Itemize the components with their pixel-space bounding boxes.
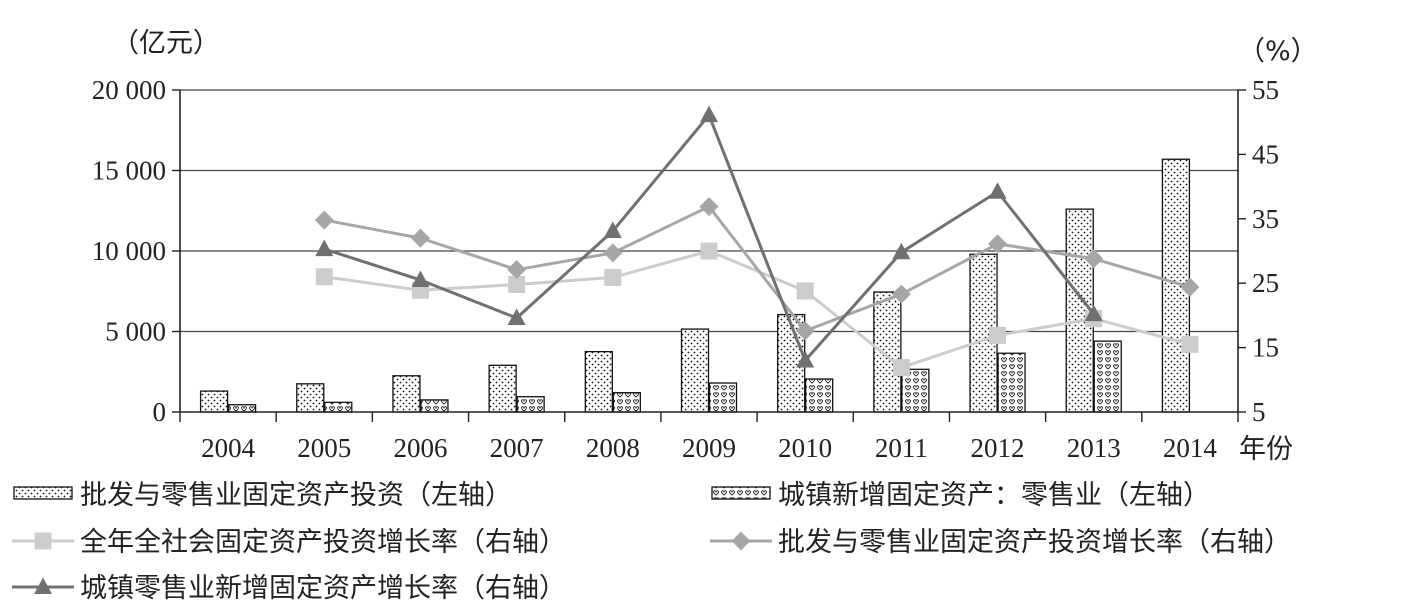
right-tick-label: 55 bbox=[1252, 75, 1279, 105]
legend-swatch bbox=[711, 486, 771, 500]
legend-swatch bbox=[13, 486, 73, 500]
bar-urban-retail-new-assets-2013 bbox=[1093, 340, 1122, 413]
legend-label: 全年全社会固定资产投资增长率（右轴） bbox=[80, 527, 566, 558]
x-tick-label: 2004 bbox=[201, 433, 256, 463]
right-tick-label: 15 bbox=[1252, 333, 1279, 363]
point-urban-retail-growth-2007 bbox=[507, 308, 526, 325]
right-axis-unit: （%） bbox=[1238, 36, 1318, 67]
point-wholesale-retail-growth-2009 bbox=[699, 197, 719, 217]
legend-label: 批发与零售业固定资产投资增长率（右轴） bbox=[778, 527, 1291, 558]
bar-wholesale-retail-investment-2006 bbox=[392, 375, 421, 413]
point-wholesale-retail-growth-2007 bbox=[507, 260, 527, 280]
point-urban-retail-growth-2005 bbox=[315, 239, 334, 257]
x-tick-label: 2006 bbox=[393, 433, 447, 463]
bar-wholesale-retail-investment-2011 bbox=[873, 291, 902, 413]
left-tick-label: 5 000 bbox=[105, 317, 166, 347]
legend-item: 城镇新增固定资产：零售业（左轴） bbox=[711, 480, 1210, 511]
x-tick-label: 2009 bbox=[682, 433, 736, 463]
legend-item: 批发与零售业固定资产投资增长率（右轴） bbox=[710, 527, 1291, 558]
legend-item: 批发与零售业固定资产投资（左轴） bbox=[13, 480, 512, 511]
legend-label: 城镇新增固定资产：零售业（左轴） bbox=[778, 480, 1210, 511]
point-wholesale-retail-growth-2014 bbox=[1180, 277, 1200, 297]
x-axis-unit: 年份 bbox=[1239, 434, 1293, 465]
point-wholesale-retail-growth-2012 bbox=[988, 234, 1008, 254]
legend-swatch-marker bbox=[731, 531, 751, 551]
legend-item: 城镇零售业新增固定资产增长率（右轴） bbox=[12, 573, 566, 604]
left-axis-unit: （亿元） bbox=[112, 28, 220, 59]
point-wholesale-retail-growth-2011 bbox=[891, 284, 911, 304]
bar-urban-retail-new-assets-2006 bbox=[420, 399, 449, 413]
left-tick-label: 20 000 bbox=[92, 75, 166, 105]
point-total-investment-growth-2011 bbox=[892, 359, 910, 377]
right-tick-label: 25 bbox=[1252, 268, 1279, 298]
point-wholesale-retail-growth-2013 bbox=[1084, 249, 1104, 269]
right-tick-label: 5 bbox=[1252, 397, 1266, 427]
x-tick-label: 2008 bbox=[586, 433, 640, 463]
bar-urban-retail-new-assets-2005 bbox=[324, 401, 353, 413]
line-wholesale-retail-growth bbox=[323, 205, 1191, 333]
bar-urban-retail-new-assets-2010 bbox=[805, 378, 834, 413]
point-wholesale-retail-growth-2010 bbox=[795, 321, 815, 341]
point-urban-retail-growth-2010 bbox=[796, 350, 815, 368]
right-tick-label: 45 bbox=[1252, 139, 1279, 169]
left-tick-label: 0 bbox=[153, 397, 167, 427]
bar-wholesale-retail-investment-2009 bbox=[680, 328, 710, 413]
bar-urban-retail-new-assets-2007 bbox=[516, 396, 545, 413]
x-tick-label: 2007 bbox=[490, 433, 544, 463]
legend-item: 全年全社会固定资产投资增长率（右轴） bbox=[12, 527, 566, 558]
point-total-investment-growth-2010 bbox=[796, 282, 814, 300]
x-tick-label: 2010 bbox=[778, 433, 832, 463]
point-urban-retail-growth-2011 bbox=[892, 242, 911, 260]
left-tick-label: 10 000 bbox=[92, 236, 166, 266]
x-tick-label: 2013 bbox=[1067, 433, 1121, 463]
bar-urban-retail-new-assets-2011 bbox=[901, 368, 930, 413]
point-total-investment-growth-2007 bbox=[508, 275, 526, 293]
bar-wholesale-retail-investment-2008 bbox=[584, 350, 613, 413]
point-urban-retail-growth-2006 bbox=[411, 270, 430, 287]
legend-label: 城镇零售业新增固定资产增长率（右轴） bbox=[80, 573, 566, 604]
point-urban-retail-growth-2012 bbox=[988, 182, 1007, 199]
x-tick-label: 2012 bbox=[971, 433, 1025, 463]
axes-layer: 0 5 000 10 000 15 000 20 000 5 15 25 35 45 55 2004 2… bbox=[92, 75, 1279, 463]
bar-urban-retail-new-assets-2008 bbox=[612, 392, 641, 413]
right-tick-label: 35 bbox=[1252, 204, 1279, 234]
lines-layer bbox=[314, 105, 1200, 377]
point-wholesale-retail-growth-2006 bbox=[410, 228, 430, 248]
bars-layer bbox=[199, 158, 1191, 413]
bar-urban-retail-new-assets-2004 bbox=[227, 404, 257, 413]
x-tick-label: 2011 bbox=[875, 433, 928, 463]
legend-swatch-marker bbox=[34, 532, 52, 550]
legend: 批发与零售业固定资产投资（左轴） 城镇新增固定资产：零售业（左轴） 全年全社会固定资… bbox=[12, 480, 1291, 604]
point-total-investment-growth-2008 bbox=[604, 268, 622, 286]
point-wholesale-retail-growth-2008 bbox=[603, 243, 623, 263]
bar-urban-retail-new-assets-2009 bbox=[708, 382, 738, 413]
bar-wholesale-retail-investment-2005 bbox=[296, 383, 325, 413]
point-total-investment-growth-2005 bbox=[315, 268, 333, 286]
bar-wholesale-retail-investment-2007 bbox=[488, 364, 517, 413]
point-wholesale-retail-growth-2005 bbox=[314, 210, 334, 230]
bar-wholesale-retail-investment-2004 bbox=[199, 390, 229, 413]
point-urban-retail-growth-2009 bbox=[700, 105, 718, 123]
x-tick-label: 2005 bbox=[297, 433, 351, 463]
point-urban-retail-growth-2013 bbox=[1084, 304, 1103, 322]
left-tick-label: 15 000 bbox=[92, 156, 166, 186]
point-urban-retail-growth-2008 bbox=[603, 221, 622, 239]
point-total-investment-growth-2012 bbox=[989, 326, 1007, 344]
point-total-investment-growth-2009 bbox=[700, 242, 718, 260]
x-tick-label: 2014 bbox=[1163, 433, 1218, 463]
legend-swatch-marker bbox=[34, 577, 52, 594]
legend-label: 批发与零售业固定资产投资（左轴） bbox=[80, 480, 512, 511]
point-total-investment-growth-2014 bbox=[1181, 335, 1199, 353]
bar-urban-retail-new-assets-2012 bbox=[997, 352, 1026, 413]
